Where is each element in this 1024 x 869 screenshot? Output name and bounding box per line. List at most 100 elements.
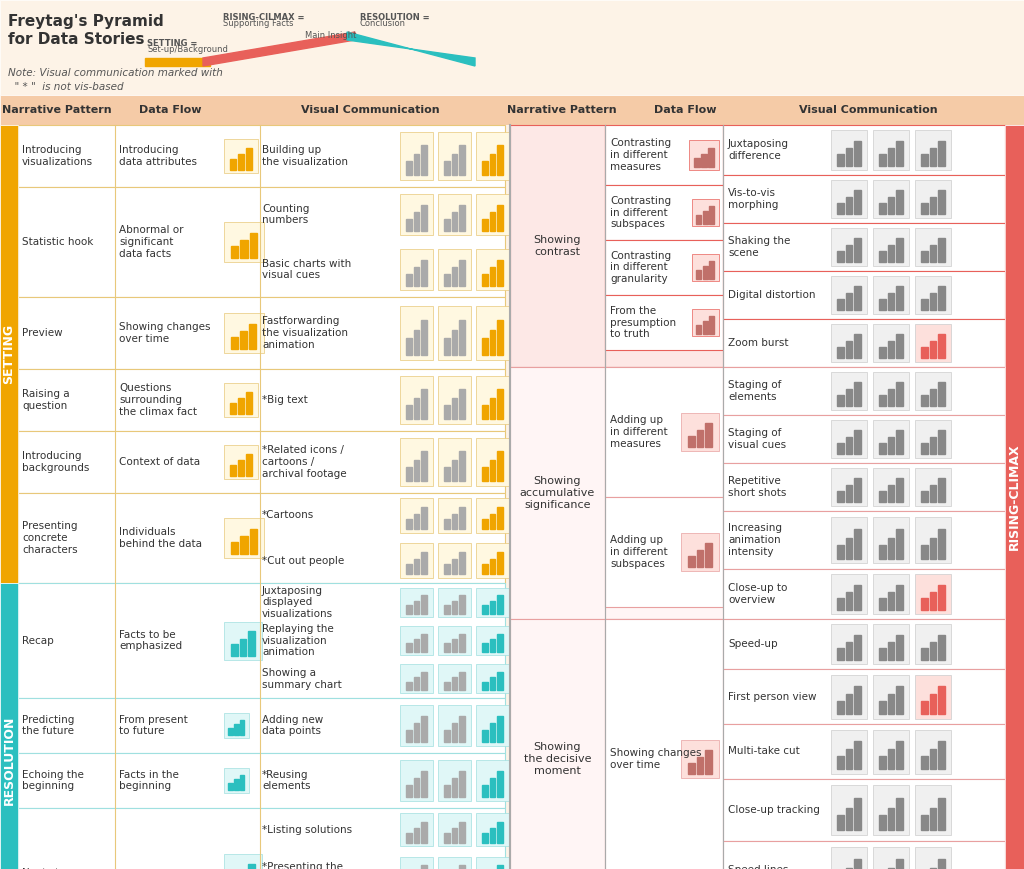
Bar — [888, 538, 894, 559]
FancyBboxPatch shape — [915, 420, 951, 458]
Text: Data Flow: Data Flow — [138, 105, 202, 115]
Text: Speed-up: Speed-up — [728, 639, 777, 649]
Text: Facts in the
beginning: Facts in the beginning — [119, 770, 179, 792]
FancyBboxPatch shape — [476, 376, 509, 423]
Bar — [838, 395, 844, 407]
Bar — [702, 322, 708, 334]
Bar — [696, 550, 703, 567]
FancyBboxPatch shape — [723, 125, 1005, 175]
Bar — [230, 466, 237, 475]
Bar — [922, 491, 928, 502]
Bar — [230, 644, 238, 656]
FancyBboxPatch shape — [476, 194, 509, 235]
Bar — [896, 859, 902, 869]
Bar — [406, 785, 412, 797]
Bar — [846, 694, 852, 714]
Bar — [922, 202, 928, 215]
Bar — [482, 730, 487, 742]
FancyBboxPatch shape — [723, 415, 1005, 463]
Bar — [452, 723, 458, 742]
Bar — [922, 347, 928, 358]
Bar — [459, 822, 465, 843]
FancyBboxPatch shape — [476, 664, 509, 693]
Bar — [414, 330, 420, 355]
FancyBboxPatch shape — [400, 306, 433, 361]
FancyBboxPatch shape — [224, 313, 263, 353]
Bar — [241, 331, 248, 348]
FancyBboxPatch shape — [476, 306, 509, 361]
FancyBboxPatch shape — [831, 180, 867, 218]
Bar — [497, 634, 503, 652]
Bar — [880, 815, 886, 830]
FancyBboxPatch shape — [224, 768, 249, 793]
FancyBboxPatch shape — [915, 729, 951, 773]
Bar — [701, 154, 707, 167]
Bar — [854, 859, 860, 869]
Bar — [406, 833, 412, 843]
Text: Individuals
behind the data: Individuals behind the data — [119, 527, 202, 549]
Bar — [497, 822, 503, 843]
FancyBboxPatch shape — [915, 324, 951, 362]
Bar — [231, 542, 239, 554]
FancyBboxPatch shape — [438, 194, 471, 235]
Bar — [421, 822, 427, 843]
Text: Replaying the
visualization
animation: Replaying the visualization animation — [262, 624, 334, 657]
FancyBboxPatch shape — [510, 125, 1005, 367]
Bar — [497, 320, 503, 355]
Bar — [880, 701, 886, 714]
FancyBboxPatch shape — [400, 813, 433, 846]
Bar — [421, 507, 427, 529]
Bar — [688, 763, 694, 774]
Bar — [459, 715, 465, 742]
Bar — [459, 451, 465, 481]
Bar — [497, 866, 503, 869]
FancyBboxPatch shape — [476, 499, 509, 533]
Bar — [854, 478, 860, 502]
FancyBboxPatch shape — [831, 420, 867, 458]
Text: *Cut out people: *Cut out people — [262, 555, 344, 566]
FancyBboxPatch shape — [915, 574, 951, 614]
Bar — [489, 154, 496, 175]
Bar — [888, 341, 894, 358]
Bar — [922, 299, 928, 310]
Bar — [444, 785, 450, 797]
FancyBboxPatch shape — [476, 249, 509, 290]
Bar — [497, 507, 503, 529]
Bar — [459, 260, 465, 286]
Bar — [414, 154, 420, 175]
Text: Close-up to
overview: Close-up to overview — [728, 583, 787, 605]
Bar — [888, 592, 894, 610]
Bar — [938, 799, 944, 830]
FancyBboxPatch shape — [400, 439, 433, 486]
Bar — [406, 730, 412, 742]
FancyBboxPatch shape — [438, 543, 471, 578]
Text: Narrative Pattern: Narrative Pattern — [507, 105, 616, 115]
Bar — [880, 395, 886, 407]
Bar — [930, 197, 936, 215]
Bar — [694, 158, 699, 167]
Bar — [688, 556, 694, 567]
Bar — [246, 148, 252, 169]
Bar — [444, 682, 450, 691]
Bar — [414, 514, 420, 529]
Bar — [414, 268, 420, 286]
Bar — [489, 723, 496, 742]
FancyBboxPatch shape — [476, 705, 509, 746]
Text: Speed lines: Speed lines — [728, 865, 788, 869]
FancyBboxPatch shape — [400, 664, 433, 693]
FancyBboxPatch shape — [400, 499, 433, 533]
FancyBboxPatch shape — [476, 132, 509, 180]
Bar — [880, 154, 886, 166]
Bar — [888, 642, 894, 660]
Bar — [896, 334, 902, 358]
FancyBboxPatch shape — [915, 228, 951, 266]
Bar — [930, 389, 936, 407]
Text: Basic charts with
visual cues: Basic charts with visual cues — [262, 259, 351, 281]
Bar — [838, 299, 844, 310]
Bar — [459, 145, 465, 175]
Bar — [238, 155, 244, 169]
Bar — [838, 491, 844, 502]
Bar — [240, 639, 247, 656]
FancyBboxPatch shape — [691, 308, 719, 336]
Bar — [421, 204, 427, 231]
